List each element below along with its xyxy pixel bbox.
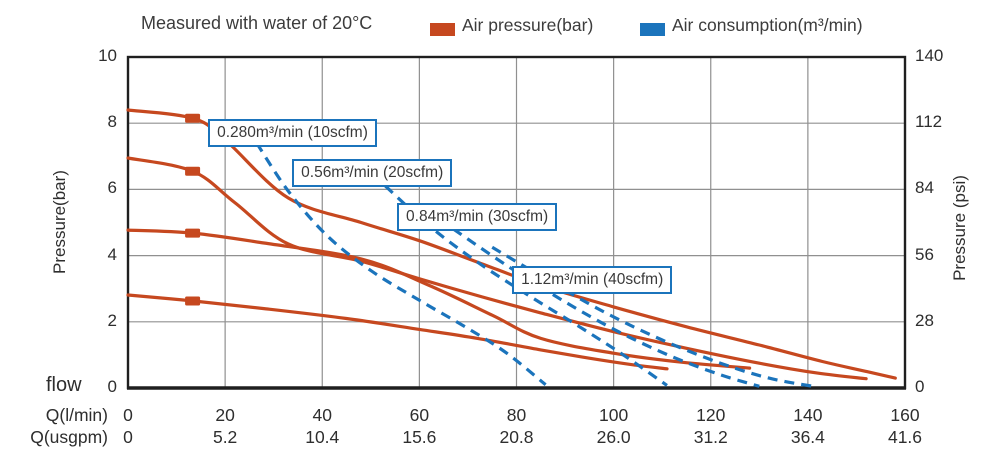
- x-tick-label-lmin: 40: [312, 405, 332, 425]
- x-tick-label-usgpm: 41.6: [887, 427, 923, 447]
- x-tick-label-lmin: 80: [506, 405, 527, 425]
- x-tick-label-lmin: 160: [890, 405, 920, 425]
- annotation-box-40scfm: 1.12m³/min (40scfm): [512, 265, 673, 294]
- x-tick-label-lmin: 120: [696, 405, 726, 425]
- x-tick-label-usgpm: 0: [123, 427, 133, 447]
- x-tick-label-lmin: 60: [409, 405, 430, 425]
- air-pressure-curve-2-marker: [185, 166, 201, 176]
- chart-title: Measured with water of 20°C: [141, 13, 373, 33]
- x-tick-label-usgpm: 20.8: [499, 427, 534, 447]
- air-consumption-legend-swatch: [640, 23, 665, 36]
- x-tick-label-usgpm: 26.0: [596, 427, 631, 447]
- air-consumption-0.84: [452, 227, 760, 388]
- y-right-tick-label: 140: [915, 46, 944, 65]
- air-pressure-curve-3: [126, 228, 752, 370]
- air-pressure-legend-label: Air pressure(bar): [462, 15, 594, 35]
- air-pressure-curve-4: [126, 293, 669, 371]
- x-axis-row2-label: Q(usgpm): [30, 427, 108, 447]
- air-consumption-0.280: [255, 142, 547, 386]
- y-right-tick-label: 28: [915, 310, 934, 330]
- x-tick-label-usgpm: 5.2: [212, 427, 238, 447]
- x-tick-label-lmin: 20: [215, 405, 235, 425]
- air-pressure-curve-3-marker: [185, 228, 201, 238]
- x-tick-label-lmin: 100: [599, 405, 629, 425]
- air-pressure-curve-1: [126, 108, 897, 380]
- y-right-tick-label: 84: [915, 178, 934, 198]
- x-axis-row1-label: Q(l/min): [45, 405, 108, 425]
- y-right-tick-label: 56: [915, 244, 934, 264]
- x-tick-label-usgpm: 15.6: [402, 427, 437, 447]
- x-tick-label-usgpm: 10.4: [305, 427, 340, 447]
- x-axis-flow-label: flow: [46, 374, 82, 396]
- annotation-box-30scfm: 0.84m³/min (30scfm): [397, 202, 558, 231]
- annotation-box-10scfm: 0.280m³/min (10scfm): [208, 119, 377, 148]
- air-pressure-curve-1-marker: [185, 113, 201, 123]
- y-left-tick-label: 6: [107, 178, 117, 198]
- y-left-tick-label: 10: [98, 46, 117, 65]
- y-left-tick-label: 8: [107, 112, 117, 132]
- air-pressure-curve-4-marker: [185, 296, 201, 306]
- air-pressure-curve-2: [126, 156, 868, 381]
- x-tick-label-lmin: 0: [123, 405, 133, 425]
- x-tick-label-lmin: 140: [793, 405, 823, 425]
- y-right-tick-label: 0: [915, 377, 925, 396]
- y-left-tick-label: 4: [107, 244, 117, 264]
- air-consumption-1.12: [491, 245, 813, 388]
- x-tick-label-usgpm: 36.4: [790, 427, 825, 447]
- y-right-axis-title: Pressure (psi): [950, 175, 969, 281]
- y-left-axis-title: Pressure(bar): [50, 170, 69, 274]
- y-right-tick-label: 112: [915, 112, 943, 132]
- air-consumption-legend-label: Air consumption(m³/min): [672, 15, 863, 35]
- y-left-tick-label: 2: [107, 310, 117, 330]
- x-tick-label-usgpm: 31.2: [693, 427, 728, 447]
- annotation-box-20scfm: 0.56m³/min (20scfm): [292, 158, 453, 187]
- y-left-tick-label: 0: [107, 377, 117, 396]
- air-pressure-legend-swatch: [430, 23, 455, 36]
